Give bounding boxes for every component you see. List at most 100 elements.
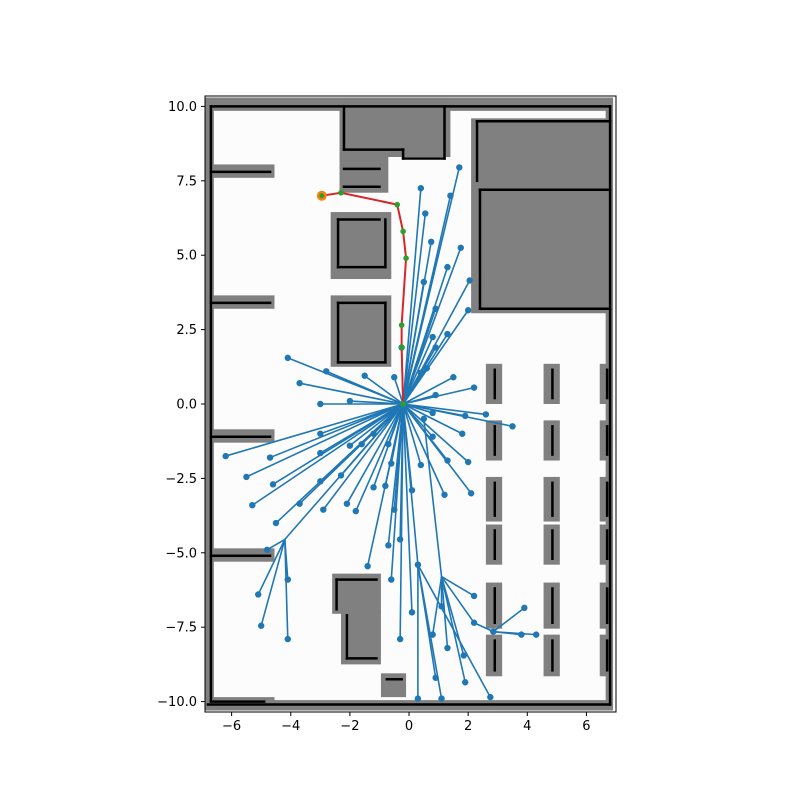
tree-edge — [322, 403, 404, 511]
tree-edge — [402, 403, 419, 565]
tree-node — [255, 591, 262, 598]
tree-edge — [402, 376, 454, 405]
tree-node — [346, 442, 354, 449]
x-tick-label: −2 — [340, 719, 359, 734]
inflated-obstacle — [330, 295, 392, 367]
tree-node — [396, 536, 404, 543]
x-tick-label: 6 — [582, 719, 590, 734]
tree-edge — [393, 376, 404, 405]
x-tick-label: 0 — [405, 719, 413, 734]
tree-node — [429, 409, 436, 417]
tree-node — [417, 185, 425, 192]
tree-node — [222, 452, 229, 460]
tree-node — [423, 365, 430, 372]
y-tick-label: 7.5 — [176, 174, 197, 189]
tree-node — [490, 628, 497, 635]
tree-edge — [402, 403, 463, 435]
path-polyline — [321, 191, 408, 405]
tree-node — [467, 490, 475, 497]
y-tick-label: 10.0 — [168, 100, 197, 115]
tree-node — [422, 210, 429, 217]
tree-node — [317, 400, 324, 408]
path-node — [398, 344, 405, 351]
x-tick-label: 2 — [464, 719, 472, 734]
tree-node — [464, 458, 472, 466]
y-tick-label: 0.0 — [176, 398, 197, 413]
tree-node — [385, 440, 392, 448]
tree-node — [317, 449, 324, 457]
tree-node — [408, 609, 416, 616]
tree-node — [243, 473, 250, 481]
tree-node — [470, 592, 478, 600]
map-occupied-cells — [206, 105, 612, 706]
tree-node — [518, 631, 525, 638]
tree-node — [358, 440, 365, 448]
tree-node — [414, 695, 422, 702]
tree-edge — [390, 403, 404, 580]
tree-edge — [246, 403, 404, 478]
tree-edge — [257, 539, 286, 595]
tree-edge — [284, 539, 289, 640]
tree-node — [459, 430, 466, 437]
y-tick-label: 2.5 — [176, 323, 197, 338]
tree-node — [470, 384, 478, 391]
planned-path-nodes — [318, 189, 409, 407]
tree-node — [438, 603, 445, 610]
tree-node — [466, 277, 473, 284]
tree-node — [388, 576, 395, 583]
tree-node — [427, 238, 435, 246]
tree-node — [420, 278, 428, 286]
y-tick-label: −10.0 — [157, 695, 197, 710]
tree-node — [417, 461, 425, 469]
tree-node — [272, 519, 280, 527]
tree-node — [464, 307, 472, 314]
tree-node — [391, 374, 398, 381]
tree-node — [269, 481, 277, 488]
tree-node — [432, 344, 439, 351]
tree-node — [444, 263, 451, 271]
tree-edge — [403, 403, 486, 416]
tree-edge — [402, 403, 446, 496]
tree-node — [266, 454, 274, 461]
tree-node — [408, 487, 416, 494]
tree-edge — [402, 309, 469, 405]
path-node — [398, 322, 405, 328]
x-tick-label: −6 — [222, 719, 241, 734]
path-node — [400, 228, 406, 235]
tree-node — [521, 604, 528, 612]
tree-edge — [441, 575, 475, 597]
tree-edge — [387, 403, 404, 546]
tree-node — [317, 430, 324, 437]
y-tick-label: −7.5 — [165, 621, 197, 636]
x-tick-label: −4 — [281, 719, 300, 734]
tree-node — [509, 423, 516, 430]
path-node — [338, 189, 344, 196]
tree-node — [470, 619, 478, 626]
tree-edge — [260, 539, 286, 626]
x-axis: −6 −4 −2 0 2 4 6 — [222, 712, 591, 734]
tree-edge — [364, 375, 404, 405]
tree-node — [432, 674, 439, 681]
tree-edge — [402, 403, 413, 613]
y-tick-label: −2.5 — [165, 472, 197, 487]
tree-edge — [431, 576, 443, 635]
tree-edge — [402, 188, 422, 405]
y-tick-label: −5.0 — [165, 546, 197, 561]
tree-edge — [349, 403, 404, 447]
plot-area — [205, 96, 616, 712]
x-tick-label: 4 — [523, 719, 531, 734]
tree-node — [432, 305, 439, 312]
tree-node — [429, 433, 436, 440]
tree-edge — [402, 403, 469, 463]
tree-node — [284, 354, 291, 362]
tree-edge — [402, 213, 427, 405]
tree-edge — [319, 403, 404, 454]
tree-node — [444, 330, 451, 338]
tree-node — [382, 482, 389, 490]
tree-edge — [417, 564, 492, 698]
rrt-tree-nodes — [222, 164, 540, 702]
tree-edge — [402, 403, 422, 466]
tree-node — [447, 192, 454, 199]
tree-edge — [299, 382, 404, 405]
tree-node — [462, 412, 469, 420]
